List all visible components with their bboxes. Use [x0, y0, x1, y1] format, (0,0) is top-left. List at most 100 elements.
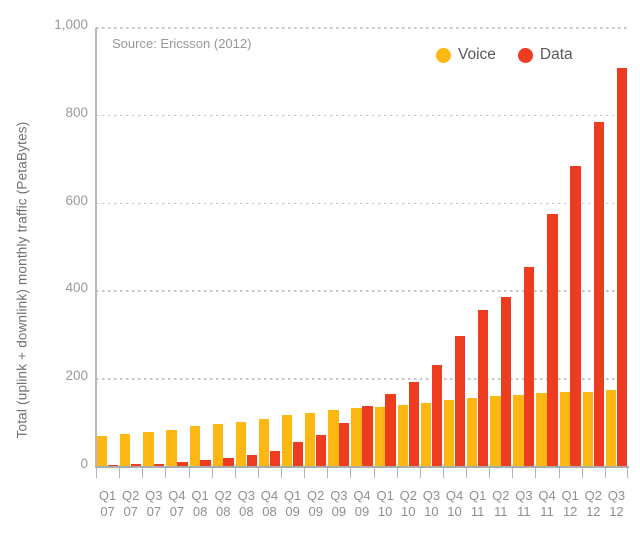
data-bar: [593, 121, 604, 467]
x-tick-mark: [396, 468, 398, 478]
bar-group: [281, 28, 304, 467]
voice-bar: [536, 393, 547, 467]
legend-item-voice: Voice: [436, 46, 496, 64]
bar-group: [142, 28, 165, 467]
gridline-200: [96, 378, 628, 380]
x-tick-mark: [234, 468, 236, 478]
x-tick-label: Q2 08: [214, 488, 232, 519]
y-tick-label: 800: [65, 104, 88, 120]
x-tick-mark: [489, 468, 491, 478]
y-tick-label: 200: [65, 368, 88, 384]
x-tick-label: Q4 07: [168, 488, 186, 519]
voice-bar: [143, 432, 154, 467]
x-tick-label: Q3 07: [145, 488, 163, 519]
x-tick-label: Q2 12: [584, 488, 602, 519]
data-swatch-icon: [517, 47, 533, 63]
x-tick-mark: [558, 468, 560, 478]
x-tick-label: Q3 10: [422, 488, 441, 519]
data-bar: [292, 442, 304, 467]
data-bar: [223, 458, 234, 467]
x-tick-mark: [373, 468, 375, 478]
gridline-400: [96, 290, 628, 292]
bar-group: [374, 28, 397, 467]
voice-bar: [120, 434, 131, 467]
x-tick-mark: [419, 468, 421, 478]
x-tick-label: Q4 10: [445, 488, 464, 519]
voice-bar: [351, 408, 362, 467]
x-tick-label: Q2 07: [122, 488, 140, 519]
data-bar: [477, 310, 489, 467]
bar-group: [304, 28, 327, 467]
voice-bar: [328, 410, 339, 467]
voice-bar: [420, 402, 432, 467]
bar-group: [397, 28, 420, 467]
gridline-800: [96, 114, 628, 117]
legend: Voice Data: [436, 46, 573, 64]
data-bar: [177, 462, 188, 467]
bar-group: [443, 28, 466, 467]
x-tick-mark: [165, 468, 167, 478]
bar-group: [258, 28, 281, 467]
y-axis-line: [95, 28, 97, 467]
voice-bar: [513, 395, 524, 467]
x-tick-mark: [627, 468, 628, 478]
x-tick-mark: [211, 468, 213, 478]
data-bar: [269, 451, 281, 467]
x-tick-mark: [466, 468, 468, 478]
voice-bar: [559, 392, 570, 467]
data-bar: [501, 296, 512, 467]
x-tick-label: Q1 12: [561, 488, 579, 519]
x-tick-label: Q3 11: [515, 488, 533, 519]
x-tick-mark: [304, 468, 306, 478]
bar-group: [535, 28, 558, 467]
voice-bar: [605, 390, 617, 467]
x-tick-label: Q1 07: [98, 488, 117, 519]
bar-group: [96, 28, 119, 467]
x-tick-label: Q1 10: [376, 488, 394, 519]
x-tick-label: Q4 11: [538, 488, 556, 519]
voice-bar: [166, 430, 177, 467]
x-tick-mark: [281, 468, 283, 478]
legend-item-data: Data: [517, 46, 573, 64]
x-tick-label: Q1 08: [191, 488, 209, 519]
data-bar: [154, 463, 165, 467]
y-tick-label: 400: [65, 280, 88, 296]
data-bar: [339, 422, 350, 467]
x-tick-label: Q3 08: [237, 488, 255, 519]
voice-bar: [212, 424, 223, 467]
voice-bar: [282, 414, 293, 467]
voice-bar: [258, 419, 270, 467]
data-bar: [246, 454, 257, 467]
bar-group: [189, 28, 212, 467]
bar-group: [235, 28, 258, 467]
source-note: Source: Ericsson (2012): [112, 36, 252, 51]
bar-group: [119, 28, 142, 467]
legend-label-data: Data: [539, 46, 573, 63]
x-tick-mark: [96, 468, 97, 478]
data-bar: [362, 406, 373, 467]
bar-group: [327, 28, 350, 467]
plot-area: 0 200 400 600 800 1,000 Q1 07 Q2 07 Q3 07 Q4 07 Q…: [54, 17, 629, 519]
legend-label-voice: Voice: [458, 46, 496, 63]
voice-bar: [443, 400, 455, 467]
data-bar: [454, 336, 466, 467]
x-tick-label: Q3 12: [607, 488, 626, 519]
x-tick-label: Q2 11: [492, 488, 510, 519]
x-tick-label: Q1 09: [283, 488, 302, 519]
x-tick-label: Q4 08: [260, 488, 279, 519]
data-bar: [570, 166, 581, 467]
x-tick-mark: [581, 468, 583, 478]
x-tick-mark: [350, 468, 352, 478]
y-tick-label: 1,000: [54, 17, 88, 32]
voice-bar: [582, 391, 594, 467]
bar-group: [559, 28, 582, 467]
bar-group: [582, 28, 605, 467]
x-tick-label: Q2 09: [307, 488, 325, 519]
data-bar: [315, 434, 327, 467]
voice-bar: [374, 406, 385, 467]
bar-group: [605, 28, 628, 467]
voice-bar: [189, 426, 200, 467]
x-tick-mark: [188, 468, 190, 478]
bar-group: [420, 28, 443, 467]
